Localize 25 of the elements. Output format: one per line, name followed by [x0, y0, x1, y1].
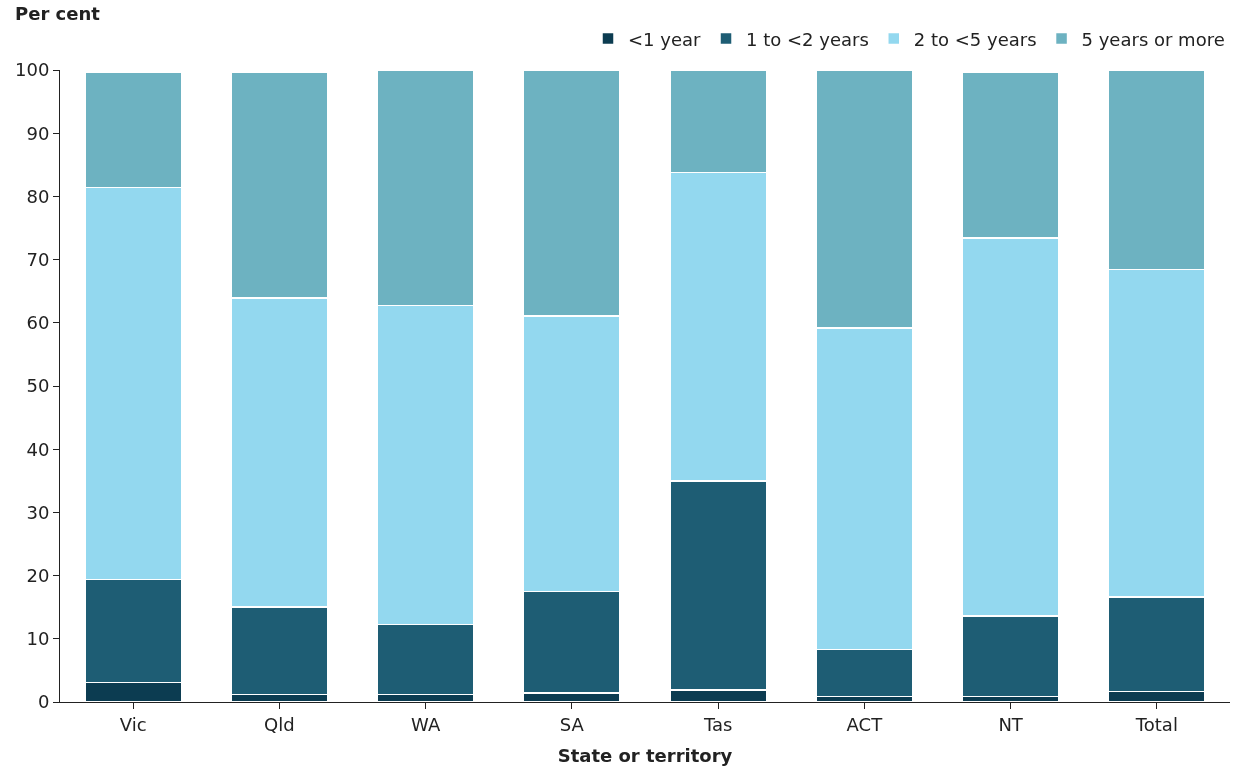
y-tick-label: 60 [26, 312, 50, 334]
x-tick-label: WA [411, 713, 441, 735]
y-tick-label: 90 [26, 122, 50, 144]
x-tick-label: Tas [702, 713, 733, 735]
x-tick-label: Vic [119, 713, 147, 735]
legend-label: 2 to <5 years [913, 28, 1037, 50]
x-tick-label: SA [559, 713, 585, 735]
legend-label: 5 years or more [1081, 28, 1225, 50]
y-tick-label: 40 [26, 438, 50, 460]
y-tick-label: 0 [37, 691, 50, 713]
y-tick-label: 20 [26, 564, 50, 586]
x-tick-label: Total [1134, 713, 1178, 735]
legend-label: 1 to <2 years [746, 28, 869, 50]
y-tick-label: 70 [26, 248, 50, 270]
y-tick-label: 30 [26, 501, 50, 523]
x-tick-label: Qld [264, 713, 295, 735]
y-tick-label: 80 [26, 185, 50, 207]
x-tick-label: NT [998, 713, 1024, 735]
x-tick-label: ACT [846, 713, 884, 735]
legend-label: <1 year [628, 28, 702, 50]
y-axis-title: Per cent [15, 3, 101, 24]
y-tick-label: 100 [15, 59, 50, 81]
x-axis-title: State or territory [557, 744, 733, 766]
y-tick-label: 10 [26, 628, 50, 650]
y-tick-label: 50 [26, 375, 50, 397]
